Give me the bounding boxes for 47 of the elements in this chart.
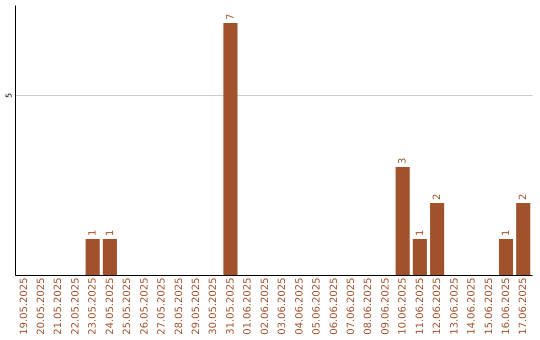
x-tick-label: 30.05.2025 xyxy=(208,278,220,335)
data-label: 1 xyxy=(500,230,512,236)
x-tick-label: 27.05.2025 xyxy=(156,278,168,335)
x-tick-label: 06.06.2025 xyxy=(328,278,340,335)
x-tick-label: 11.06.2025 xyxy=(414,278,426,335)
data-label: 2 xyxy=(432,194,444,200)
x-tick-label: 24.05.2025 xyxy=(104,278,116,335)
x-tick-label: 17.06.2025 xyxy=(518,278,530,335)
x-tick-label: 07.06.2025 xyxy=(346,278,357,335)
x-tick-label: 08.06.2025 xyxy=(363,278,374,335)
x-tick-label: 28.05.2025 xyxy=(174,278,185,335)
x-tick-label: 22.05.2025 xyxy=(70,278,82,335)
bar xyxy=(102,239,117,275)
x-tick-label: 12.06.2025 xyxy=(432,278,444,335)
data-label: 1 xyxy=(88,230,99,236)
x-tick-label: 20.05.2025 xyxy=(36,278,48,335)
x-tick-label: 05.06.2025 xyxy=(312,278,323,335)
x-tick-label: 04.06.2025 xyxy=(294,278,306,335)
x-tick-label: 21.05.2025 xyxy=(53,278,64,335)
x-tick-label: 10.06.2025 xyxy=(398,278,409,335)
x-tick-label: 09.06.2025 xyxy=(380,278,392,335)
x-tick-label: 13.06.2025 xyxy=(449,278,460,335)
x-tick-label: 01.06.2025 xyxy=(242,278,254,335)
data-label: 7 xyxy=(225,14,236,20)
data-label: 1 xyxy=(104,230,116,236)
bar xyxy=(223,23,238,275)
x-tick-label: 25.05.2025 xyxy=(122,278,134,335)
data-label: 2 xyxy=(518,194,530,200)
x-tick-label: 03.06.2025 xyxy=(277,278,288,335)
x-tick-label: 14.06.2025 xyxy=(466,278,478,335)
bar xyxy=(516,203,530,275)
x-tick-label: 16.06.2025 xyxy=(500,278,512,335)
x-tick-label: 15.06.2025 xyxy=(484,278,495,335)
bar xyxy=(498,239,514,275)
x-tick-label: 19.05.2025 xyxy=(18,278,30,335)
y-tick-label: 5 xyxy=(4,92,14,98)
bar xyxy=(430,203,444,275)
x-tick-label: 26.05.2025 xyxy=(139,278,150,335)
bar xyxy=(396,167,410,275)
x-tick-label: 23.05.2025 xyxy=(88,278,99,335)
x-tick-label: 31.05.2025 xyxy=(225,278,236,335)
x-tick-label: 29.05.2025 xyxy=(191,278,202,335)
bar xyxy=(86,239,100,275)
data-label: 1 xyxy=(414,230,426,236)
data-label: 3 xyxy=(398,158,409,164)
x-tick-label: 02.06.2025 xyxy=(260,278,271,335)
bar xyxy=(412,239,427,275)
